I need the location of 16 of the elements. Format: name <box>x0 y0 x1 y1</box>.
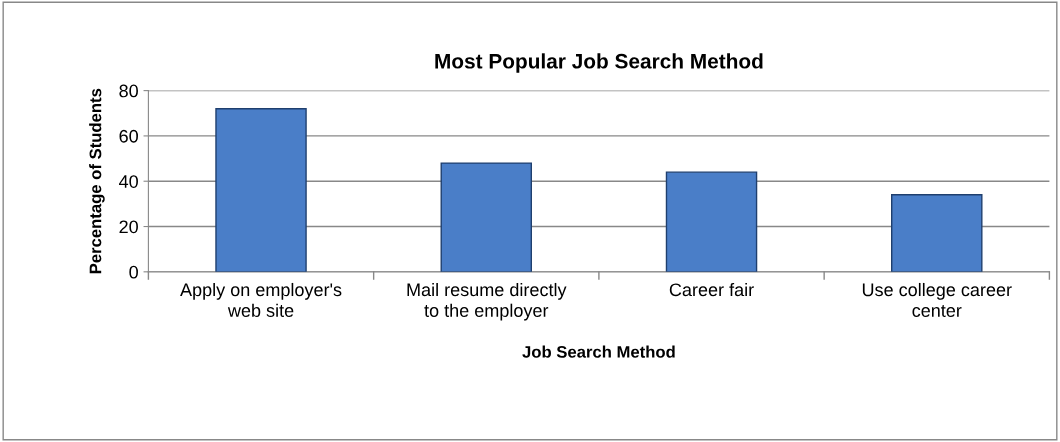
x-axis-title: Job Search Method <box>522 345 675 358</box>
y-tick-label: 20 <box>119 220 138 234</box>
x-tick-label: Career fair <box>669 282 754 297</box>
bar <box>440 162 533 272</box>
y-tick-label: 80 <box>119 84 138 98</box>
y-tick-label: 60 <box>119 129 138 143</box>
x-tick-label: Mail resume directly to the employer <box>407 282 567 321</box>
y-tick-label: 0 <box>129 265 138 279</box>
bar <box>665 171 758 272</box>
x-tick-label: Use college career center <box>862 282 1012 317</box>
x-tick-label: Apply on employer's web site <box>180 282 342 317</box>
y-tick-label: 40 <box>119 175 138 188</box>
bar <box>215 108 307 272</box>
chart-title: Most Popular Job Search Method <box>435 53 763 73</box>
bar <box>891 194 983 272</box>
y-axis-title: Percentage of Students <box>89 88 105 274</box>
